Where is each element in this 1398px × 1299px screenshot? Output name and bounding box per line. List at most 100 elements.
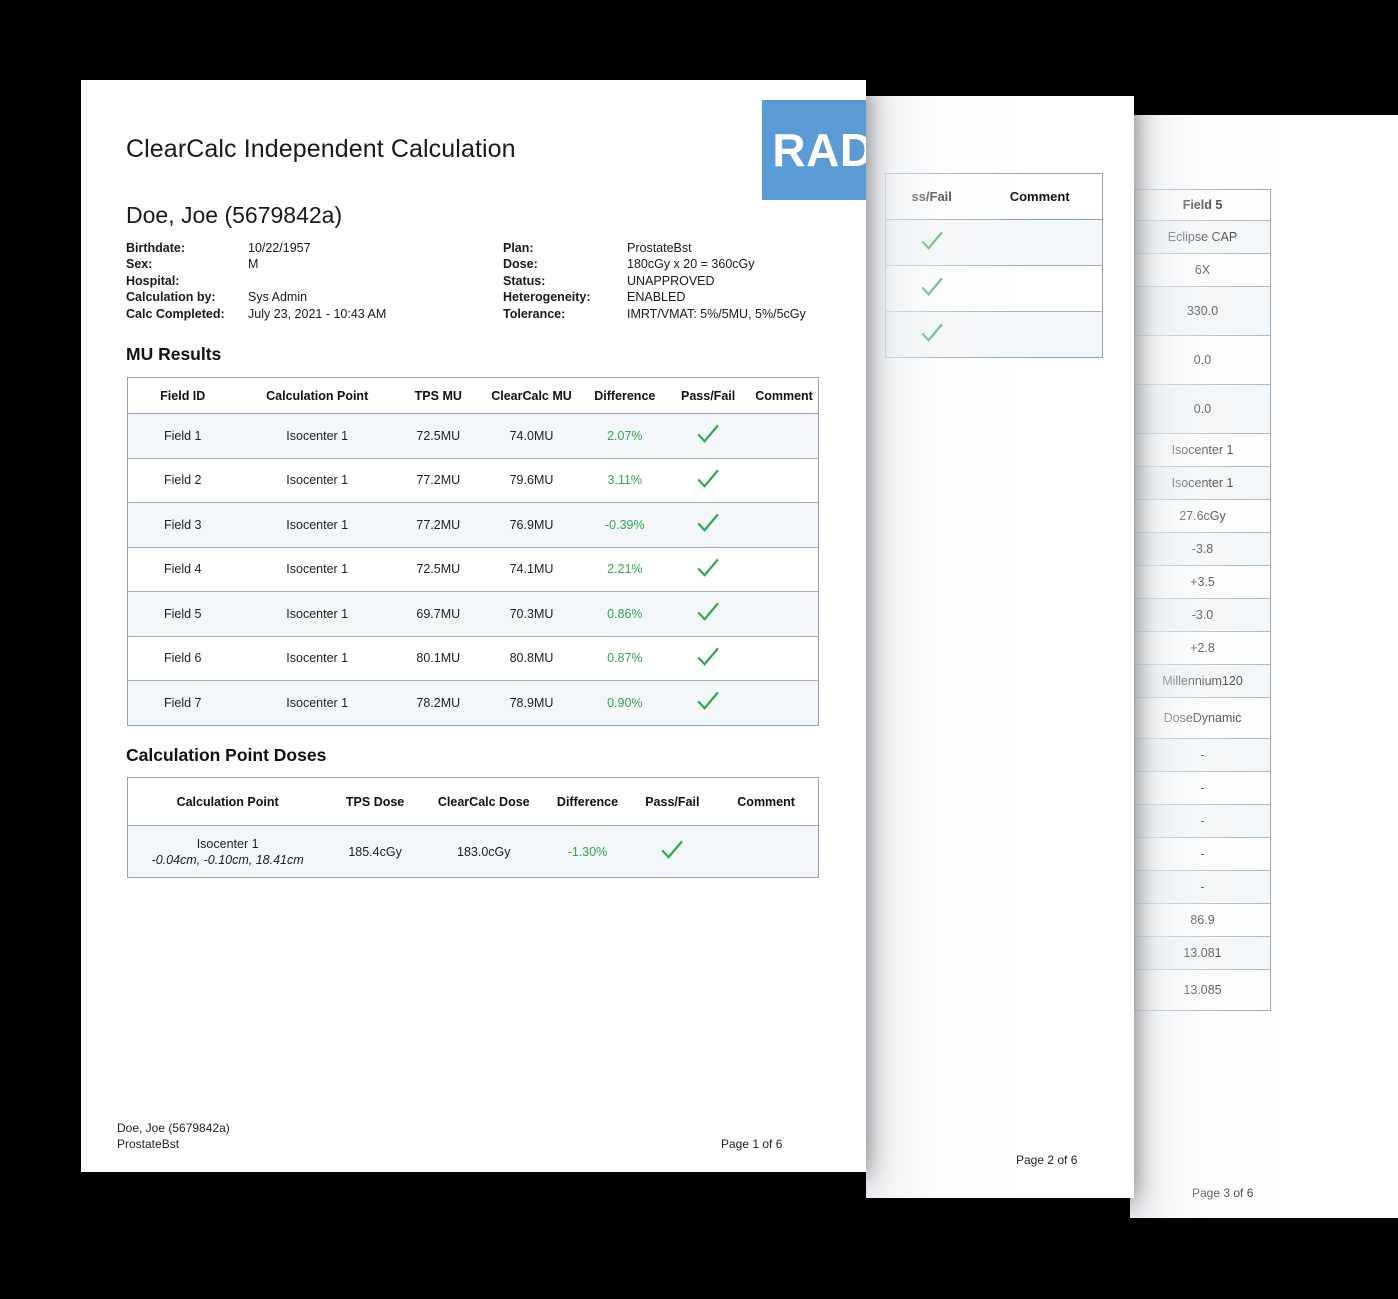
- cell-comment: [750, 681, 818, 726]
- cell-clearcalc-mu: 70.3MU: [509, 606, 554, 621]
- cell-pass-fail: [666, 636, 750, 681]
- cell-field-5-value: -: [1200, 781, 1205, 795]
- cell-field-5-value: -3.0: [1191, 608, 1214, 622]
- cell-tps-mu: 80.1MU: [416, 651, 461, 666]
- column-header-clearcalc-dose: ClearCalc Dose: [437, 794, 530, 809]
- column-header-calc-point: Calculation Point: [176, 794, 279, 809]
- table-row: Field 5 Isocenter 1 69.7MU 70.3MU 0.86%: [127, 591, 819, 637]
- table-row: Field 4 Isocenter 1 72.5MU 74.1MU 2.21%: [127, 547, 819, 592]
- cell-field-5-value: +3.5: [1190, 575, 1215, 589]
- patient-metadata-left: Birthdate: 10/22/1957 Sex: M Hospital: Calcul…: [126, 240, 386, 322]
- column-header-tps-mu: TPS MU: [414, 388, 462, 403]
- table-row: 27.6cGy: [1134, 500, 1271, 533]
- document-page-1[interactable]: ClearCalc Independent Calculation RAD Do…: [81, 80, 866, 1172]
- cell-comment: [750, 592, 818, 637]
- patient-meta-label: Sex:: [126, 257, 153, 272]
- page-title: ClearCalc Independent Calculation: [126, 135, 516, 163]
- table-row: 13.081: [1134, 936, 1271, 970]
- table-header-row: Field 5: [1134, 190, 1271, 221]
- table-header-row: Calculation Point TPS Dose ClearCalc Dos…: [127, 778, 819, 826]
- table-row: -: [1134, 804, 1271, 838]
- cell-field-id: Field 6: [163, 651, 202, 666]
- page1-footer-patient-name: Doe, Joe (5679842a): [117, 1121, 230, 1135]
- table-row: [885, 266, 1103, 312]
- column-header-field-id: Field ID: [160, 388, 206, 403]
- column-header-tps-dose: TPS Dose: [345, 794, 405, 809]
- plan-meta-row: Tolerance: IMRT/VMAT: 5%/5MU, 5%/5cGy: [503, 306, 806, 322]
- patient-meta-label: Birthdate:: [126, 241, 186, 255]
- table-row: DoseDynamic: [1134, 698, 1271, 739]
- cell-field-5-value: +2.8: [1190, 641, 1215, 655]
- column-header-clearcalc-mu: ClearCalc MU: [491, 388, 572, 403]
- table-row: Field 2 Isocenter 1 77.2MU 79.6MU 3.11%: [127, 458, 819, 503]
- pass-check-icon: [696, 467, 720, 491]
- cell-calc-point: Isocenter 1: [286, 473, 349, 488]
- table-row: Isocenter 1 -0.04cm, -0.10cm, 18.41cm 185.…: [127, 825, 819, 878]
- plan-meta-value: UNAPPROVED: [627, 273, 715, 288]
- cell-comment: [750, 636, 818, 681]
- plan-meta-row: Status: UNAPPROVED: [503, 273, 806, 289]
- pass-check-icon: [920, 229, 944, 253]
- page1-footer-plan-name: ProstateBst: [117, 1137, 180, 1151]
- plan-meta-label: Plan:: [503, 241, 534, 255]
- cell-comment: [977, 312, 1102, 358]
- document-page-3[interactable]: Field 5 Eclipse CAP 6X 330.0 0.0 0.0 Isocenter…: [1130, 115, 1398, 1218]
- cell-calc-point: Isocenter 1 -0.04cm, -0.10cm, 18.41cm: [128, 826, 328, 878]
- cell-tps-mu: 77.2MU: [416, 473, 461, 488]
- cell-field-id: Field 3: [163, 517, 202, 532]
- table-row: +2.8: [1134, 632, 1271, 665]
- column-header-pass-fail: Pass/Fail: [645, 794, 700, 809]
- cell-pass-fail: [630, 826, 714, 878]
- column-header-difference: Difference: [594, 388, 656, 403]
- cell-tps-mu: 69.7MU: [416, 606, 461, 621]
- table-row: -: [1134, 838, 1271, 871]
- cell-field-5-value: -: [1200, 748, 1205, 762]
- table-row: -: [1134, 870, 1271, 904]
- cell-tps-mu: 77.2MU: [416, 517, 461, 532]
- table-row: -: [1134, 738, 1271, 772]
- cell-difference: 0.90%: [607, 695, 643, 710]
- cell-clearcalc-mu: 76.9MU: [509, 517, 554, 532]
- cell-field-5-value: 86.9: [1190, 913, 1215, 927]
- page1-footer-page-number: Page 1 of 6: [721, 1137, 783, 1151]
- plan-meta-value: 180cGy x 20 = 360cGy: [627, 257, 755, 272]
- mu-results-table: Field ID Calculation Point TPS MU ClearC…: [127, 377, 819, 726]
- cell-field-5-value: Millennium120: [1162, 674, 1243, 688]
- column-header-difference: Difference: [556, 794, 619, 809]
- table-row: -3.0: [1134, 598, 1271, 632]
- cell-comment: [750, 414, 818, 459]
- cell-clearcalc-mu: 74.0MU: [509, 428, 554, 443]
- pass-check-icon: [920, 321, 944, 345]
- table-row: Eclipse CAP: [1134, 220, 1271, 254]
- table-row: [885, 311, 1103, 358]
- cell-tps-mu: 72.5MU: [416, 562, 461, 577]
- cell-field-5-value: DoseDynamic: [1163, 711, 1242, 725]
- patient-meta-row: Birthdate: 10/22/1957: [126, 240, 386, 256]
- cell-calc-point: Isocenter 1: [286, 695, 349, 710]
- pass-check-icon: [696, 689, 720, 713]
- plan-meta-label: Dose:: [503, 257, 538, 272]
- page2-footer-page-number: Page 2 of 6: [1016, 1153, 1078, 1167]
- cell-tps-mu: 78.2MU: [416, 695, 461, 710]
- cell-calc-point: Isocenter 1: [286, 562, 349, 577]
- rad-logo: RAD: [762, 100, 866, 200]
- pass-check-icon: [696, 556, 720, 580]
- column-header-calc-point: Calculation Point: [266, 388, 369, 403]
- table-header-row: Field ID Calculation Point TPS MU ClearC…: [127, 378, 819, 414]
- cell-comment: [750, 503, 818, 548]
- table-row: +3.5: [1134, 566, 1271, 599]
- cell-field-5-value: -: [1200, 880, 1205, 894]
- patient-heading: Doe, Joe (5679842a): [126, 202, 343, 228]
- column-header-comment: Comment: [1009, 189, 1070, 204]
- cell-field-5-value: -3.8: [1191, 542, 1214, 556]
- document-page-2[interactable]: ss/Fail Comment Page 2 of 6: [866, 96, 1134, 1198]
- table-row: Field 1 Isocenter 1 72.5MU 74.0MU 2.07%: [127, 413, 819, 459]
- patient-meta-label: Calc Completed:: [126, 306, 225, 321]
- plan-meta-label: Tolerance:: [503, 306, 566, 321]
- cell-field-5-value: 0.0: [1193, 402, 1212, 416]
- patient-meta-row: Calc Completed: July 23, 2021 - 10:43 AM: [126, 306, 386, 322]
- cell-field-id: Field 5: [163, 606, 202, 621]
- calc-point-coordinates: -0.04cm, -0.10cm, 18.41cm: [151, 852, 304, 867]
- patient-meta-value: 10/22/1957: [248, 241, 311, 255]
